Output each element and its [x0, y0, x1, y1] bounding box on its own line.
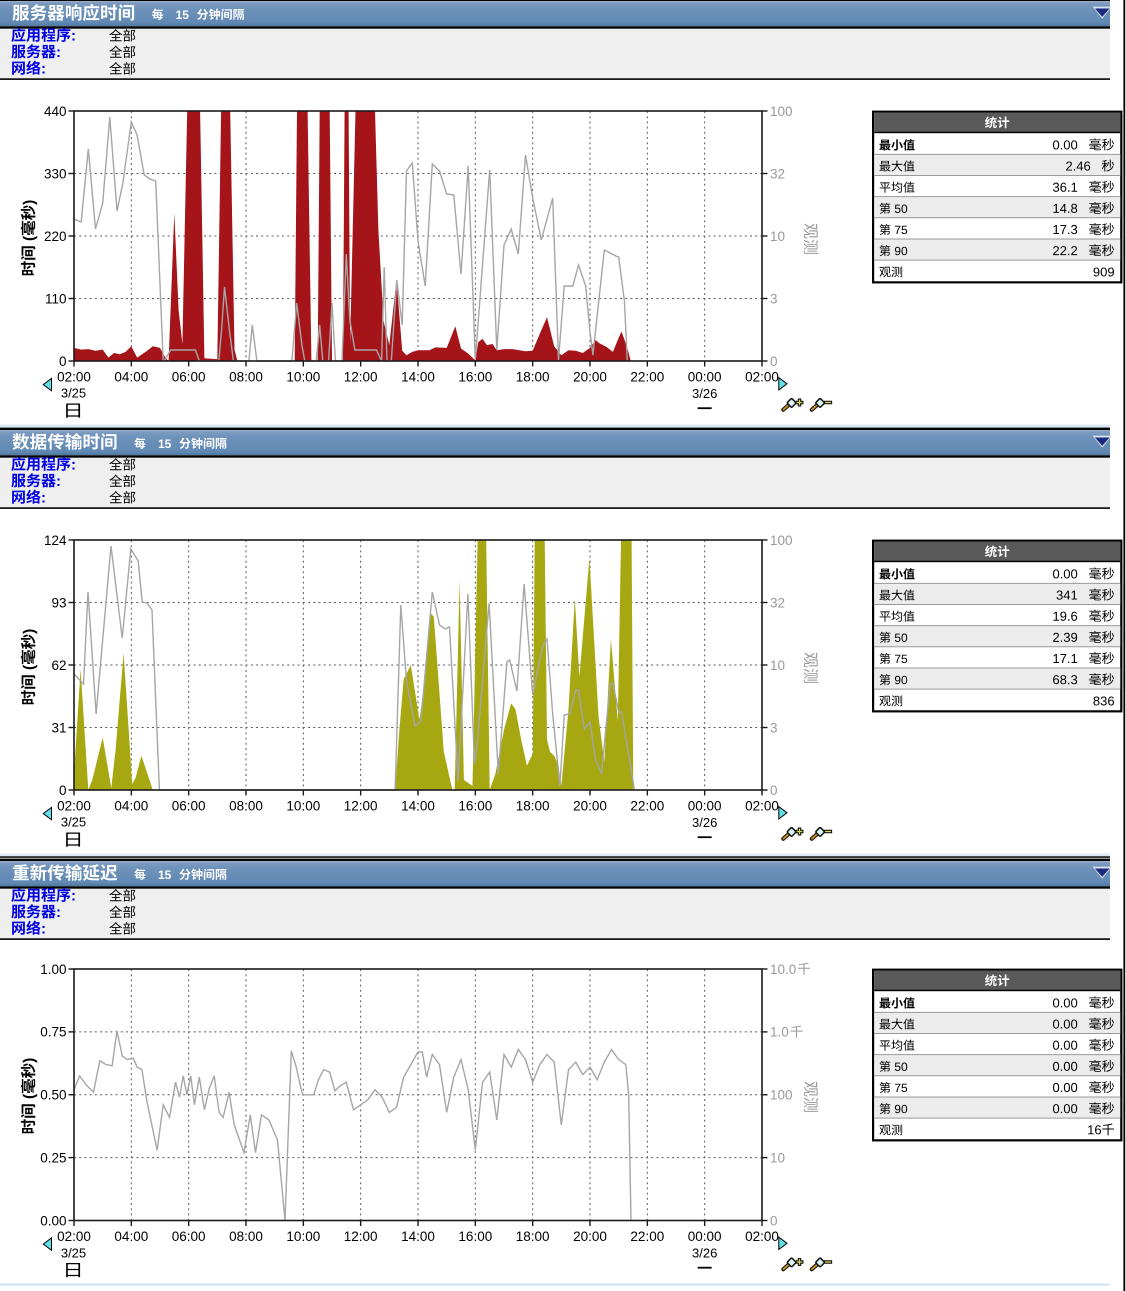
svg-text:10: 10 [770, 658, 785, 673]
svg-text:06:00: 06:00 [172, 798, 206, 813]
svg-text:15: 15 [158, 437, 172, 451]
svg-text:20:00: 20:00 [573, 798, 607, 813]
svg-text:0.75: 0.75 [40, 1025, 66, 1040]
svg-text:440: 440 [44, 104, 67, 119]
svg-text:08:00: 08:00 [229, 798, 263, 813]
svg-text:16:00: 16:00 [458, 798, 492, 813]
svg-text:32: 32 [770, 166, 785, 181]
svg-text:110: 110 [45, 291, 67, 306]
svg-text:18:00: 18:00 [516, 369, 550, 384]
svg-text:15: 15 [176, 8, 190, 22]
svg-text:3/26: 3/26 [692, 815, 717, 830]
svg-text:3: 3 [770, 720, 778, 735]
svg-text:04:00: 04:00 [114, 1229, 148, 1244]
svg-text:18:00: 18:00 [516, 798, 550, 813]
svg-text:0: 0 [59, 354, 67, 369]
svg-text:220: 220 [44, 229, 67, 244]
svg-text:10:00: 10:00 [286, 1229, 320, 1244]
svg-text:06:00: 06:00 [172, 1229, 206, 1244]
svg-text:0: 0 [770, 354, 778, 369]
svg-text:20:00: 20:00 [573, 369, 607, 384]
svg-text:124: 124 [44, 533, 67, 548]
svg-text:909: 909 [1093, 264, 1115, 279]
svg-text:08:00: 08:00 [229, 1229, 263, 1244]
svg-text:10:00: 10:00 [286, 798, 320, 813]
svg-text:04:00: 04:00 [114, 798, 148, 813]
svg-text:02:00: 02:00 [57, 798, 91, 813]
svg-text:20:00: 20:00 [573, 1229, 607, 1244]
svg-text:0.00: 0.00 [40, 1213, 66, 1228]
svg-text:02:00: 02:00 [745, 798, 779, 813]
svg-text:12:00: 12:00 [344, 1229, 378, 1244]
svg-text:00:00: 00:00 [688, 369, 722, 384]
svg-text:0.50: 0.50 [40, 1088, 66, 1103]
svg-text:31: 31 [51, 720, 66, 735]
svg-text:3/25: 3/25 [61, 815, 86, 830]
svg-text:0: 0 [770, 783, 778, 798]
svg-text:0: 0 [59, 783, 67, 798]
svg-text:14:00: 14:00 [401, 369, 435, 384]
svg-text:100: 100 [770, 104, 793, 119]
svg-text:06:00: 06:00 [172, 369, 206, 384]
svg-text:02:00: 02:00 [745, 369, 779, 384]
svg-text:12:00: 12:00 [344, 798, 378, 813]
svg-text:16:00: 16:00 [458, 1229, 492, 1244]
svg-text:00:00: 00:00 [688, 1229, 722, 1244]
svg-text:0.25: 0.25 [40, 1150, 66, 1165]
svg-text:10: 10 [770, 229, 785, 244]
svg-text:02:00: 02:00 [57, 1229, 91, 1244]
svg-text:330: 330 [44, 166, 67, 181]
svg-text:3/26: 3/26 [692, 1245, 717, 1260]
svg-text:1.0: 1.0 [770, 1025, 789, 1040]
svg-text:22:00: 22:00 [630, 798, 664, 813]
svg-text:14:00: 14:00 [401, 1229, 435, 1244]
svg-text:18:00: 18:00 [516, 1229, 550, 1244]
svg-text:100: 100 [770, 1088, 793, 1103]
svg-text:02:00: 02:00 [57, 369, 91, 384]
svg-text:0: 0 [770, 1213, 778, 1228]
svg-text:15: 15 [158, 868, 172, 882]
svg-text:1.00: 1.00 [40, 962, 66, 977]
svg-text:3/26: 3/26 [692, 386, 717, 401]
svg-text:10.0: 10.0 [770, 962, 796, 977]
svg-text:00:00: 00:00 [688, 798, 722, 813]
svg-text:16:00: 16:00 [458, 369, 492, 384]
svg-text:3/25: 3/25 [61, 1246, 86, 1261]
svg-text:62: 62 [51, 658, 66, 673]
svg-text:22:00: 22:00 [630, 369, 664, 384]
svg-text:10: 10 [770, 1150, 785, 1165]
svg-text:32: 32 [770, 595, 785, 610]
svg-text:22:00: 22:00 [630, 1229, 664, 1244]
svg-text:3/25: 3/25 [61, 386, 86, 401]
svg-text:12:00: 12:00 [344, 369, 378, 384]
svg-text:3: 3 [770, 291, 778, 306]
svg-text:10:00: 10:00 [286, 369, 320, 384]
svg-text:02:00: 02:00 [745, 1229, 779, 1244]
svg-text:04:00: 04:00 [114, 369, 148, 384]
svg-text:08:00: 08:00 [229, 369, 263, 384]
svg-text:93: 93 [51, 595, 66, 610]
svg-text:14:00: 14:00 [401, 798, 435, 813]
svg-text:836: 836 [1093, 693, 1115, 708]
svg-text:100: 100 [770, 533, 793, 548]
